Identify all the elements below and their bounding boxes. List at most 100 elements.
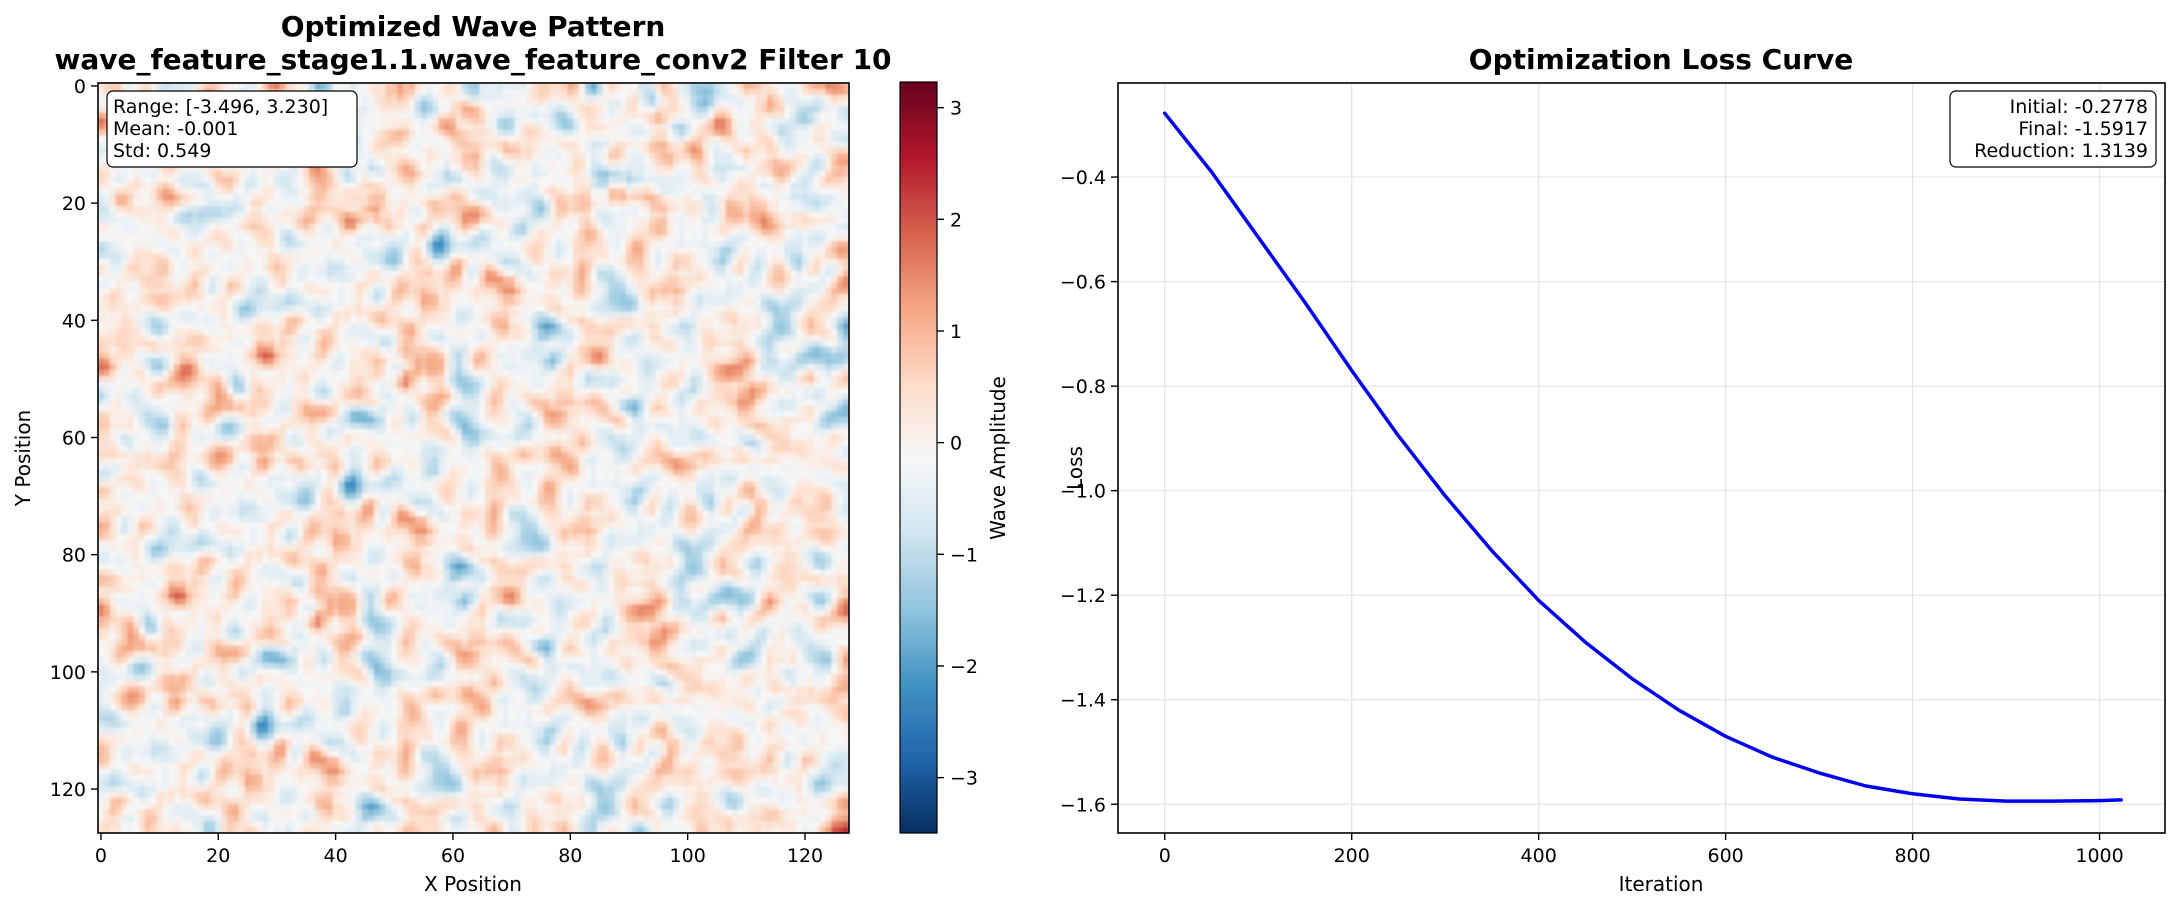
- heatmap-cell: [749, 206, 756, 213]
- heatmap-cell: [367, 223, 375, 231]
- heatmap-cell: [702, 106, 709, 113]
- heatmap-cell: [778, 288, 786, 295]
- heatmap-cell: [444, 176, 451, 184]
- heatmap-cell: [655, 235, 662, 242]
- heatmap-cell: [514, 170, 522, 178]
- heatmap-cell: [420, 288, 428, 295]
- heatmap-cell: [778, 159, 786, 166]
- heatmap-cell: [590, 270, 598, 277]
- heatmap-cell: [696, 276, 703, 283]
- heatmap-cell: [362, 241, 369, 248]
- heatmap-cell: [496, 223, 504, 231]
- heatmap-cell: [778, 124, 786, 131]
- heatmap-cell: [103, 188, 111, 195]
- heatmap-cell: [620, 129, 627, 137]
- heatmap-cell: [203, 252, 211, 260]
- heatmap-cell: [274, 241, 281, 248]
- heatmap-cell: [127, 305, 134, 313]
- heatmap-cell: [579, 223, 586, 231]
- heatmap-cell: [620, 100, 627, 108]
- heatmap-cell: [784, 194, 791, 201]
- heatmap-cell: [626, 229, 633, 236]
- heatmap-cell: [626, 141, 633, 149]
- heatmap-cell: [338, 182, 346, 190]
- heatmap-cell: [408, 83, 416, 90]
- heatmap-cell: [655, 241, 662, 248]
- heatmap-cell: [643, 241, 651, 248]
- heatmap-cell: [426, 100, 434, 108]
- heatmap-cell: [696, 235, 703, 242]
- heatmap-cell: [133, 305, 140, 313]
- heatmap-cell: [719, 112, 727, 119]
- heatmap-cell: [332, 288, 340, 295]
- heatmap-cell: [714, 124, 721, 131]
- heatmap-cell: [667, 288, 674, 295]
- heatmap-cell: [526, 182, 533, 190]
- heatmap-cell: [731, 293, 739, 301]
- heatmap-cell: [714, 206, 721, 213]
- heatmap-cell: [227, 194, 234, 201]
- heatmap-cell: [643, 258, 651, 266]
- heatmap-cell: [620, 206, 627, 213]
- heatmap-cell: [555, 176, 563, 184]
- heatmap-cell: [690, 147, 698, 154]
- heatmap-cell: [708, 305, 715, 313]
- heatmap-cell: [802, 159, 809, 166]
- heatmap-cell: [561, 118, 568, 125]
- heatmap-cell: [444, 229, 451, 236]
- heatmap-cell: [121, 194, 128, 201]
- heatmap-cell: [590, 223, 598, 231]
- heatmap-cell: [573, 170, 580, 178]
- heatmap-cell: [203, 229, 211, 236]
- heatmap-cell: [438, 94, 445, 102]
- heatmap-cell: [561, 276, 568, 283]
- heatmap-cell: [526, 165, 533, 172]
- heatmap-cell: [338, 165, 346, 172]
- heatmap-cell: [766, 305, 774, 313]
- heatmap-cell: [450, 170, 457, 178]
- heatmap-cell: [420, 282, 428, 289]
- heatmap-cell: [520, 247, 527, 254]
- heatmap-cell: [608, 147, 615, 154]
- heatmap-cell: [215, 258, 222, 266]
- heatmap-cell: [532, 252, 539, 260]
- heatmap-cell: [807, 170, 815, 178]
- heatmap-cell: [819, 223, 827, 231]
- heatmap-cell: [637, 211, 645, 219]
- heatmap-cell: [667, 206, 674, 213]
- heatmap-cell: [244, 270, 252, 277]
- heatmap-cell: [385, 229, 392, 236]
- heatmap-cell: [127, 194, 134, 201]
- heatmap-cell: [649, 247, 656, 254]
- heatmap-cell: [655, 159, 662, 166]
- heatmap-cell: [232, 305, 240, 313]
- heatmap-cell: [760, 188, 768, 195]
- heatmap-cell: [719, 100, 727, 108]
- heatmap-cell: [397, 94, 404, 102]
- heatmap-cell: [491, 223, 498, 231]
- heatmap-cell: [643, 135, 651, 143]
- heatmap-cell: [450, 147, 457, 154]
- heatmap-cell: [133, 165, 140, 172]
- heatmap-cell: [590, 247, 598, 254]
- heatmap-cell: [432, 282, 439, 289]
- heatmap-cell: [620, 94, 627, 102]
- heatmap-cell: [403, 118, 410, 125]
- heatmap-cell: [661, 147, 668, 154]
- heatmap-cell: [620, 252, 627, 260]
- heatmap-cell: [802, 264, 809, 272]
- heatmap-cell: [508, 264, 516, 272]
- heatmap-cell: [772, 211, 780, 219]
- heatmap-cell: [162, 170, 170, 178]
- heatmap-cell: [590, 264, 598, 272]
- heatmap-cell: [649, 188, 656, 195]
- heatmap-cell: [714, 129, 721, 137]
- heatmap-cell: [397, 194, 404, 201]
- heatmap-cell: [532, 241, 539, 248]
- heatmap-cell: [150, 229, 158, 236]
- heatmap-cell: [843, 299, 849, 307]
- heatmap-cell: [279, 258, 287, 266]
- heatmap-cell: [790, 106, 797, 113]
- heatmap-cell: [227, 270, 234, 277]
- heatmap-cell: [373, 106, 381, 113]
